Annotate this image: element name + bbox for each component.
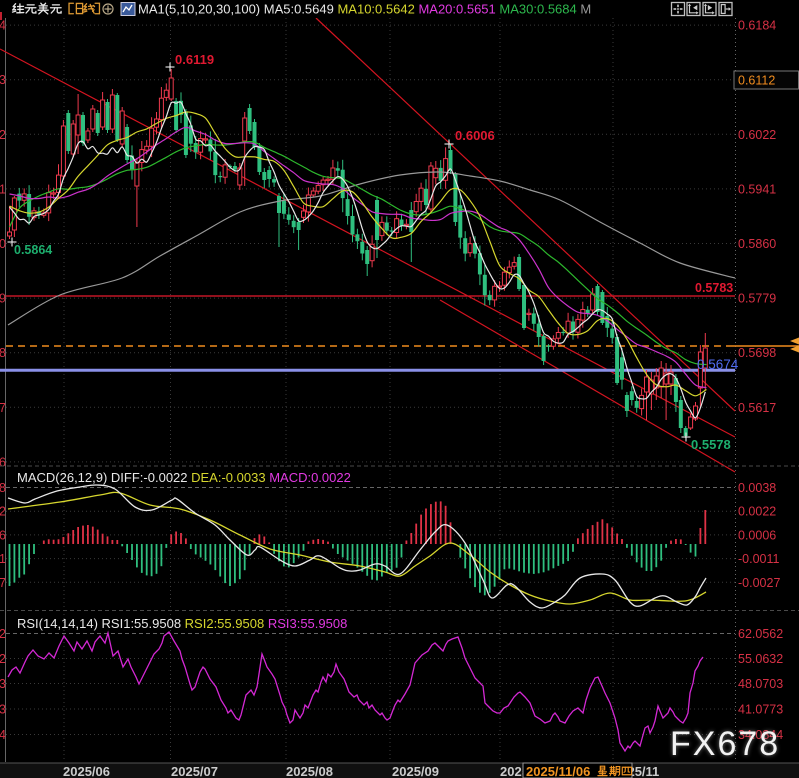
svg-text:0.5674: 0.5674 — [697, 357, 739, 372]
svg-text:0.5698: 0.5698 — [738, 346, 776, 360]
svg-text:0.5941: 0.5941 — [738, 182, 776, 196]
svg-text:RSI(14,14,14) RSI1:55.9508 RS: RSI(14,14,14) RSI1:55.9508 RSI2:55.9508 … — [17, 616, 347, 631]
svg-text:2025/07: 2025/07 — [171, 764, 218, 778]
svg-text:0.5783: 0.5783 — [695, 281, 733, 295]
svg-text:0: 0 — [0, 237, 6, 251]
svg-text:0.0006: 0.0006 — [738, 528, 776, 542]
svg-text:9: 9 — [0, 292, 6, 306]
svg-text:0.6184: 0.6184 — [738, 19, 776, 33]
svg-text:6: 6 — [0, 528, 6, 542]
svg-text:0.5578: 0.5578 — [691, 437, 731, 452]
svg-text:48.0703: 48.0703 — [738, 677, 783, 691]
svg-text:2025/09: 2025/09 — [392, 764, 439, 778]
svg-text:7: 7 — [0, 576, 6, 590]
svg-text:0.0038: 0.0038 — [738, 481, 776, 495]
svg-text:4: 4 — [0, 728, 6, 742]
svg-text:62.0562: 62.0562 — [738, 627, 783, 641]
svg-text:MA1(5,10,20,30,100) MA5:0.5649: MA1(5,10,20,30,100) MA5:0.5649 MA10:0.56… — [138, 2, 591, 17]
svg-text:0.0022: 0.0022 — [738, 505, 776, 519]
svg-text:0.5864: 0.5864 — [14, 243, 52, 257]
svg-text:0.5779: 0.5779 — [738, 292, 776, 306]
svg-text:41.0773: 41.0773 — [738, 703, 783, 717]
svg-text:34.0844: 34.0844 — [738, 728, 783, 742]
svg-text:0.6119: 0.6119 — [175, 52, 214, 67]
svg-text:3: 3 — [0, 73, 6, 87]
svg-text:1: 1 — [0, 552, 6, 566]
svg-text:8: 8 — [0, 481, 6, 495]
svg-text:3: 3 — [0, 677, 6, 691]
svg-text:8: 8 — [0, 346, 6, 360]
svg-text:4: 4 — [0, 19, 6, 33]
svg-text:0.5617: 0.5617 — [738, 401, 776, 415]
svg-text:2025/06: 2025/06 — [63, 764, 110, 778]
svg-text:-0.0027: -0.0027 — [738, 576, 780, 590]
svg-text:MACD(26,12,9) DIFF:-0.0022 DE: MACD(26,12,9) DIFF:-0.0022 DEA:-0.0033 M… — [17, 470, 351, 485]
svg-text:-0.0011: -0.0011 — [738, 552, 780, 566]
svg-text:6: 6 — [0, 455, 6, 469]
svg-text:2: 2 — [0, 627, 6, 641]
svg-text:0.6112: 0.6112 — [738, 74, 775, 88]
svg-text:FX678: FX678 — [670, 725, 780, 763]
svg-text:2: 2 — [0, 128, 6, 142]
svg-text:2025/08: 2025/08 — [286, 764, 333, 778]
svg-text:0.6022: 0.6022 — [738, 128, 776, 142]
svg-text:1: 1 — [0, 182, 6, 196]
svg-text:3: 3 — [0, 703, 6, 717]
svg-text:2: 2 — [0, 652, 6, 666]
svg-text:2025/11/06: 2025/11/06 — [526, 764, 590, 778]
svg-text:7: 7 — [0, 401, 6, 415]
svg-text:2: 2 — [0, 505, 6, 519]
svg-text:55.0632: 55.0632 — [738, 652, 783, 666]
svg-text:0.5860: 0.5860 — [738, 237, 776, 251]
svg-text:0.6006: 0.6006 — [455, 128, 495, 143]
